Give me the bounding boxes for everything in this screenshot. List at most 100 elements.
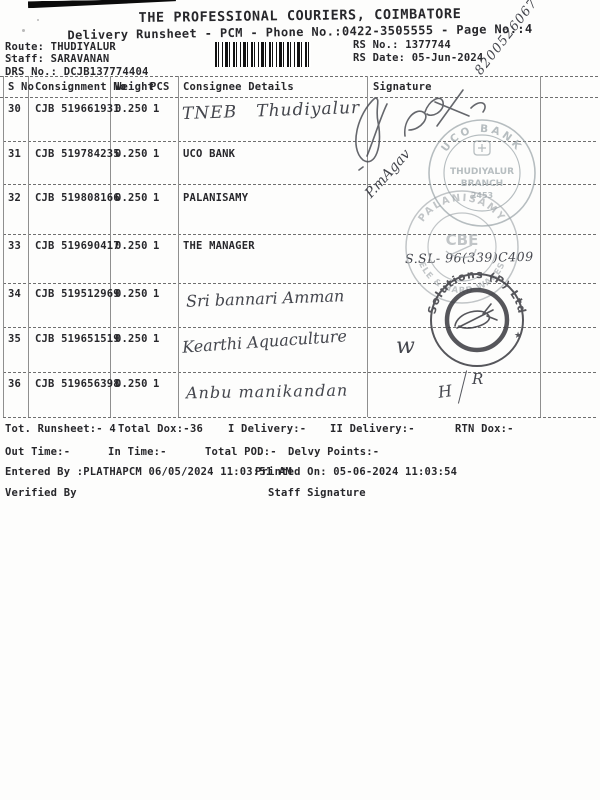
footer-verified-by: Verified By xyxy=(5,487,77,499)
header-consignee: Consignee Details xyxy=(183,81,294,93)
table-bottom-rule xyxy=(3,417,596,418)
cell-consignment: CJB 519661931 xyxy=(35,103,120,115)
handwritten-mark-row35: w xyxy=(396,334,415,359)
table-col-line xyxy=(367,76,368,417)
handwritten-slash-row36 xyxy=(457,370,468,404)
cell-weight: 0.250 xyxy=(115,240,148,252)
row-separator xyxy=(3,372,596,373)
cell-consignment: CJB 519656398 xyxy=(35,378,120,390)
cell-pcs: 1 xyxy=(153,378,160,390)
row-separator xyxy=(3,283,596,284)
header-weight: Weight xyxy=(115,81,155,93)
handwritten-consignee-row30: TNEB Thudiyalur xyxy=(181,97,361,125)
footer-rtn-dox: RTN Dox:- xyxy=(455,423,514,435)
cell-weight: 0.250 xyxy=(115,103,148,115)
rs-date-row: RS Date: 05-Jun-2024 xyxy=(353,52,483,64)
footer-ii-delivery: II Delivery:- xyxy=(330,423,415,435)
svg-text:Solutions (P) Ltd: Solutions (P) Ltd xyxy=(427,270,527,315)
palanisamy-stamp: PALANISAMY ELE & HARD WARES CBE xyxy=(405,190,519,304)
cell-pcs: 1 xyxy=(153,148,160,160)
cell-sno: 30 xyxy=(8,103,22,115)
rs-no-row: RS No.: 1377744 xyxy=(353,39,451,51)
solutions-stamp-arc-text: Solutions (P) Ltd xyxy=(427,270,527,315)
cell-consignee: THE MANAGER xyxy=(183,240,255,252)
cell-pcs: 1 xyxy=(153,103,160,115)
staff-label: Staff: xyxy=(5,53,45,65)
cell-weight: 0.250 xyxy=(115,192,148,204)
row-separator xyxy=(3,327,596,328)
cell-consignee: PALANISAMY xyxy=(183,192,249,204)
cell-sno: 34 xyxy=(8,288,22,300)
cell-sno: 33 xyxy=(8,240,22,252)
cell-weight: 0.250 xyxy=(115,288,148,300)
footer-in-time: In Time:- xyxy=(108,446,167,458)
uco-logo-icon xyxy=(473,140,491,156)
uco-stamp-line1: THUDIYALUR xyxy=(450,167,514,177)
cell-consignment: CJB 519512969 xyxy=(35,288,120,300)
footer-tot-runsheet: Tot. Runsheet:- 4 xyxy=(5,423,116,435)
cell-sno: 31 xyxy=(8,148,22,160)
cell-consignment: CJB 519784235 xyxy=(35,148,120,160)
palanisamy-stamp-center: CBE xyxy=(446,231,479,249)
footer-out-time: Out Time:- xyxy=(5,446,71,458)
footer-total-dox-label: Total Dox:- xyxy=(118,423,190,435)
solutions-stamp-signature-scribble xyxy=(454,303,498,329)
svg-text:PALANISAMY: PALANISAMY xyxy=(417,193,508,224)
handwritten-consignee-row35: Kearthi Aquaculture xyxy=(181,326,348,357)
cell-consignment: CJB 519651519 xyxy=(35,333,120,345)
footer-total-dox-value: 36 xyxy=(190,423,204,435)
table-col-line xyxy=(28,76,29,417)
footer-printed-on: Printed On: 05-06-2024 11:03:54 xyxy=(255,466,458,478)
route-label: Route: xyxy=(5,41,45,53)
handwritten-mark-row36-left: H xyxy=(436,381,454,402)
row-separator xyxy=(3,234,596,235)
footer-delvy-points: Delvy Points:- xyxy=(288,446,380,458)
rs-no-label: RS No.: xyxy=(353,39,399,51)
table-col-line xyxy=(178,76,179,417)
table-top-rule xyxy=(0,76,598,77)
rs-date-value: 05-Jun-2024 xyxy=(411,52,484,64)
cell-sno: 32 xyxy=(8,192,22,204)
cell-sno: 35 xyxy=(8,333,22,345)
footer-total-pod: Total POD:- xyxy=(205,446,277,458)
table-header-rule xyxy=(0,97,598,98)
cell-sno: 36 xyxy=(8,378,22,390)
uco-stamp-line2: BRANCH xyxy=(461,179,503,189)
scan-speck xyxy=(37,19,39,21)
handwritten-consignee-row36: Anbu manikandan xyxy=(185,380,349,403)
scan-artifact-mark xyxy=(28,0,176,8)
drs-value: DCJB137774404 xyxy=(63,66,149,78)
table-col-line xyxy=(540,76,541,417)
solutions-stamp: Solutions (P) Ltd ★ xyxy=(427,270,527,367)
footer-entered-by: Entered By :PLATHAPCM 06/05/2024 11:03:5… xyxy=(5,466,292,478)
staff-value: SARAVANAN xyxy=(50,53,110,65)
solutions-stamp-star-icon: ★ xyxy=(514,331,522,341)
drs-label: DRS No.: xyxy=(5,66,58,78)
cell-consignee: UCO BANK xyxy=(183,148,236,160)
row-separator xyxy=(3,184,596,185)
signature-scribble-row30 xyxy=(355,89,486,171)
rs-date-label: RS Date: xyxy=(353,52,406,64)
footer-i-delivery: I Delivery:- xyxy=(228,423,307,435)
cell-weight: 0.250 xyxy=(115,378,148,390)
palanisamy-stamp-arc-top: PALANISAMY xyxy=(417,193,506,224)
scan-speck xyxy=(10,56,12,58)
cell-consignment: CJB 519690417 xyxy=(35,240,120,252)
scan-speck xyxy=(22,29,25,32)
footer-staff-signature: Staff Signature xyxy=(268,487,366,499)
cell-pcs: 1 xyxy=(153,192,160,204)
cell-pcs: 1 xyxy=(153,240,160,252)
cell-pcs: 1 xyxy=(153,333,160,345)
table-col-line xyxy=(3,76,4,417)
route-row: Route: THUDIYALUR xyxy=(5,41,116,53)
staff-row: Staff: SARAVANAN xyxy=(5,53,109,65)
drs-row: DRS No.: DCJB137774404 xyxy=(5,66,149,78)
barcode xyxy=(215,42,311,67)
handwritten-consignee-row34: Sri bannari Amman xyxy=(185,286,345,311)
route-value: THUDIYALUR xyxy=(50,41,116,53)
table-col-line xyxy=(110,76,111,417)
rs-no-value: 1377744 xyxy=(405,39,451,51)
cell-pcs: 1 xyxy=(153,288,160,300)
row-separator xyxy=(3,141,596,142)
